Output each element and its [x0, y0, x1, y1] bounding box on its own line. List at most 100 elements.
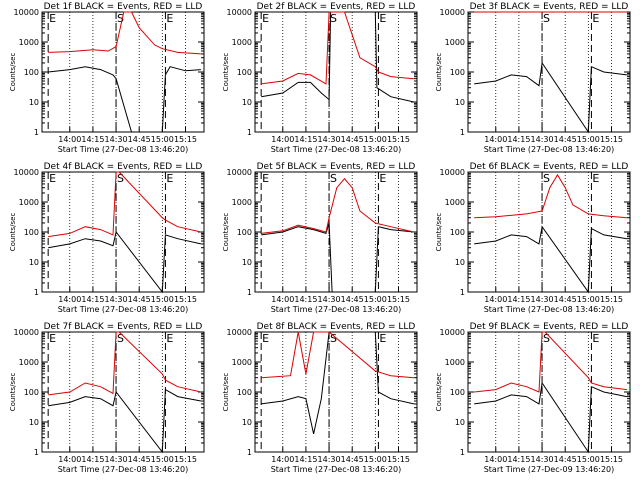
events-series-line [261, 222, 414, 293]
interval-marker-label: S [117, 172, 124, 185]
interval-marker-label: S [543, 12, 550, 25]
x-tick-label: 15:15 [387, 455, 410, 464]
events-series-line [474, 61, 627, 134]
x-tick-label: 14:45 [341, 295, 364, 304]
y-tick-label: 10 [29, 258, 39, 267]
y-axis-label: Counts/sec [9, 213, 17, 252]
interval-marker-label: S [117, 12, 124, 25]
x-tick-label: 14:00 [484, 295, 507, 304]
y-tick-label: 10 [455, 258, 465, 267]
y-tick-label: 10 [242, 258, 252, 267]
y-tick-label: 10 [242, 98, 252, 107]
x-tick-label: 15:15 [387, 135, 410, 144]
interval-marker-label: E [166, 12, 173, 25]
y-tick-label: 10000 [440, 8, 465, 17]
chart-panel: Det 1f BLACK = Events, RED = LLD 1 10 100 10… [9, 2, 205, 154]
y-tick-label: 10 [242, 418, 252, 427]
plot-frame [254, 11, 418, 133]
x-tick-label: 15:00 [364, 455, 387, 464]
x-tick-label: 14:45 [128, 135, 151, 144]
interval-marker-label: S [330, 172, 337, 185]
x-tick-label: 14:30 [105, 135, 128, 144]
chart-title: Det 1f BLACK = Events, RED = LLD [44, 2, 203, 12]
x-axis-label: Start Time (27-Dec-08 13:46:20) [484, 145, 615, 154]
x-tick-label: 14:15 [81, 135, 104, 144]
x-tick-label: 14:15 [294, 295, 317, 304]
x-tick-label: 14:45 [341, 455, 364, 464]
y-tick-label: 100 [24, 68, 39, 77]
y-tick-label: 10 [29, 98, 39, 107]
y-tick-label: 100 [450, 68, 465, 77]
x-tick-label: 14:00 [271, 455, 294, 464]
interval-marker-label: E [262, 12, 269, 25]
y-tick-label: 100 [237, 388, 252, 397]
y-tick-label: 10000 [227, 328, 252, 337]
plot-frame [41, 11, 205, 133]
x-axis-label: Start Time (27-Dec-08 13:46:20) [484, 305, 615, 314]
y-tick-label: 10000 [14, 8, 39, 17]
chart-panel: Det 5f BLACK = Events, RED = LLD 1 10 100 10… [222, 162, 418, 314]
y-tick-label: 10000 [440, 168, 465, 177]
y-tick-label: 10000 [227, 168, 252, 177]
x-tick-label: 14:00 [58, 135, 81, 144]
x-axis-label: Start Time (27-Dec-08 13:46:20) [271, 305, 402, 314]
x-tick-label: 14:45 [128, 455, 151, 464]
x-tick-label: 14:15 [507, 295, 530, 304]
lld-series-line [48, 11, 201, 55]
x-tick-label: 14:30 [531, 455, 554, 464]
y-axis-label: Counts/sec [222, 53, 230, 92]
interval-marker-label: S [330, 12, 337, 25]
chart-title: Det 5f BLACK = Events, RED = LLD [257, 162, 416, 172]
x-tick-label: 15:00 [364, 135, 387, 144]
y-tick-label: 100 [237, 68, 252, 77]
x-axis-label: Start Time (27-Dec-08 13:46:20) [58, 145, 189, 154]
x-axis-label: Start Time (27-Dec-08 13:46:20) [58, 465, 189, 474]
x-tick-label: 15:00 [577, 135, 600, 144]
x-tick-label: 15:00 [577, 455, 600, 464]
y-tick-label: 10000 [227, 8, 252, 17]
lld-series-line [261, 331, 414, 379]
y-tick-label: 100 [24, 388, 39, 397]
interval-marker-label: E [49, 12, 56, 25]
chart-panel: Det 3f BLACK = Events, RED = LLD 1 10 100 10… [435, 2, 631, 154]
events-series-line [261, 11, 415, 103]
y-tick-label: 1000 [445, 198, 465, 207]
x-tick-label: 14:00 [58, 455, 81, 464]
y-tick-label: 100 [450, 388, 465, 397]
y-tick-label: 1000 [445, 38, 465, 47]
interval-marker-label: E [379, 12, 386, 25]
chart-title: Det 6f BLACK = Events, RED = LLD [470, 162, 629, 172]
x-tick-label: 14:15 [294, 135, 317, 144]
y-tick-label: 10000 [14, 328, 39, 337]
x-tick-label: 14:00 [58, 295, 81, 304]
chart-title: Det 2f BLACK = Events, RED = LLD [257, 2, 416, 12]
lld-series-line [48, 331, 202, 396]
x-tick-label: 15:00 [151, 135, 174, 144]
interval-marker-label: E [166, 172, 173, 185]
x-tick-label: 14:00 [271, 135, 294, 144]
interval-marker-label: S [117, 332, 124, 345]
y-axis-label: Counts/sec [435, 213, 443, 252]
x-tick-label: 14:15 [507, 455, 530, 464]
lld-series-line [474, 173, 627, 219]
interval-marker-label: E [49, 332, 56, 345]
x-tick-label: 14:15 [81, 295, 104, 304]
y-tick-label: 1000 [232, 358, 252, 367]
y-axis-label: Counts/sec [435, 373, 443, 412]
lld-series-line [48, 171, 202, 238]
chart-title: Det 3f BLACK = Events, RED = LLD [470, 2, 629, 12]
x-tick-label: 14:45 [554, 135, 577, 144]
interval-marker-label: E [166, 332, 173, 345]
x-tick-label: 15:00 [577, 295, 600, 304]
x-tick-label: 15:00 [151, 295, 174, 304]
interval-marker-label: E [262, 332, 269, 345]
chart-title: Det 9f BLACK = Events, RED = LLD [470, 322, 629, 332]
x-tick-label: 14:00 [484, 455, 507, 464]
y-tick-label: 1 [247, 128, 252, 137]
y-tick-label: 1 [34, 448, 39, 457]
interval-marker-label: E [379, 172, 386, 185]
x-tick-label: 14:45 [554, 455, 577, 464]
interval-marker-label: S [543, 332, 550, 345]
x-tick-label: 14:45 [341, 135, 364, 144]
x-axis-label: Start Time (27-Dec-08 13:46:20) [58, 305, 189, 314]
